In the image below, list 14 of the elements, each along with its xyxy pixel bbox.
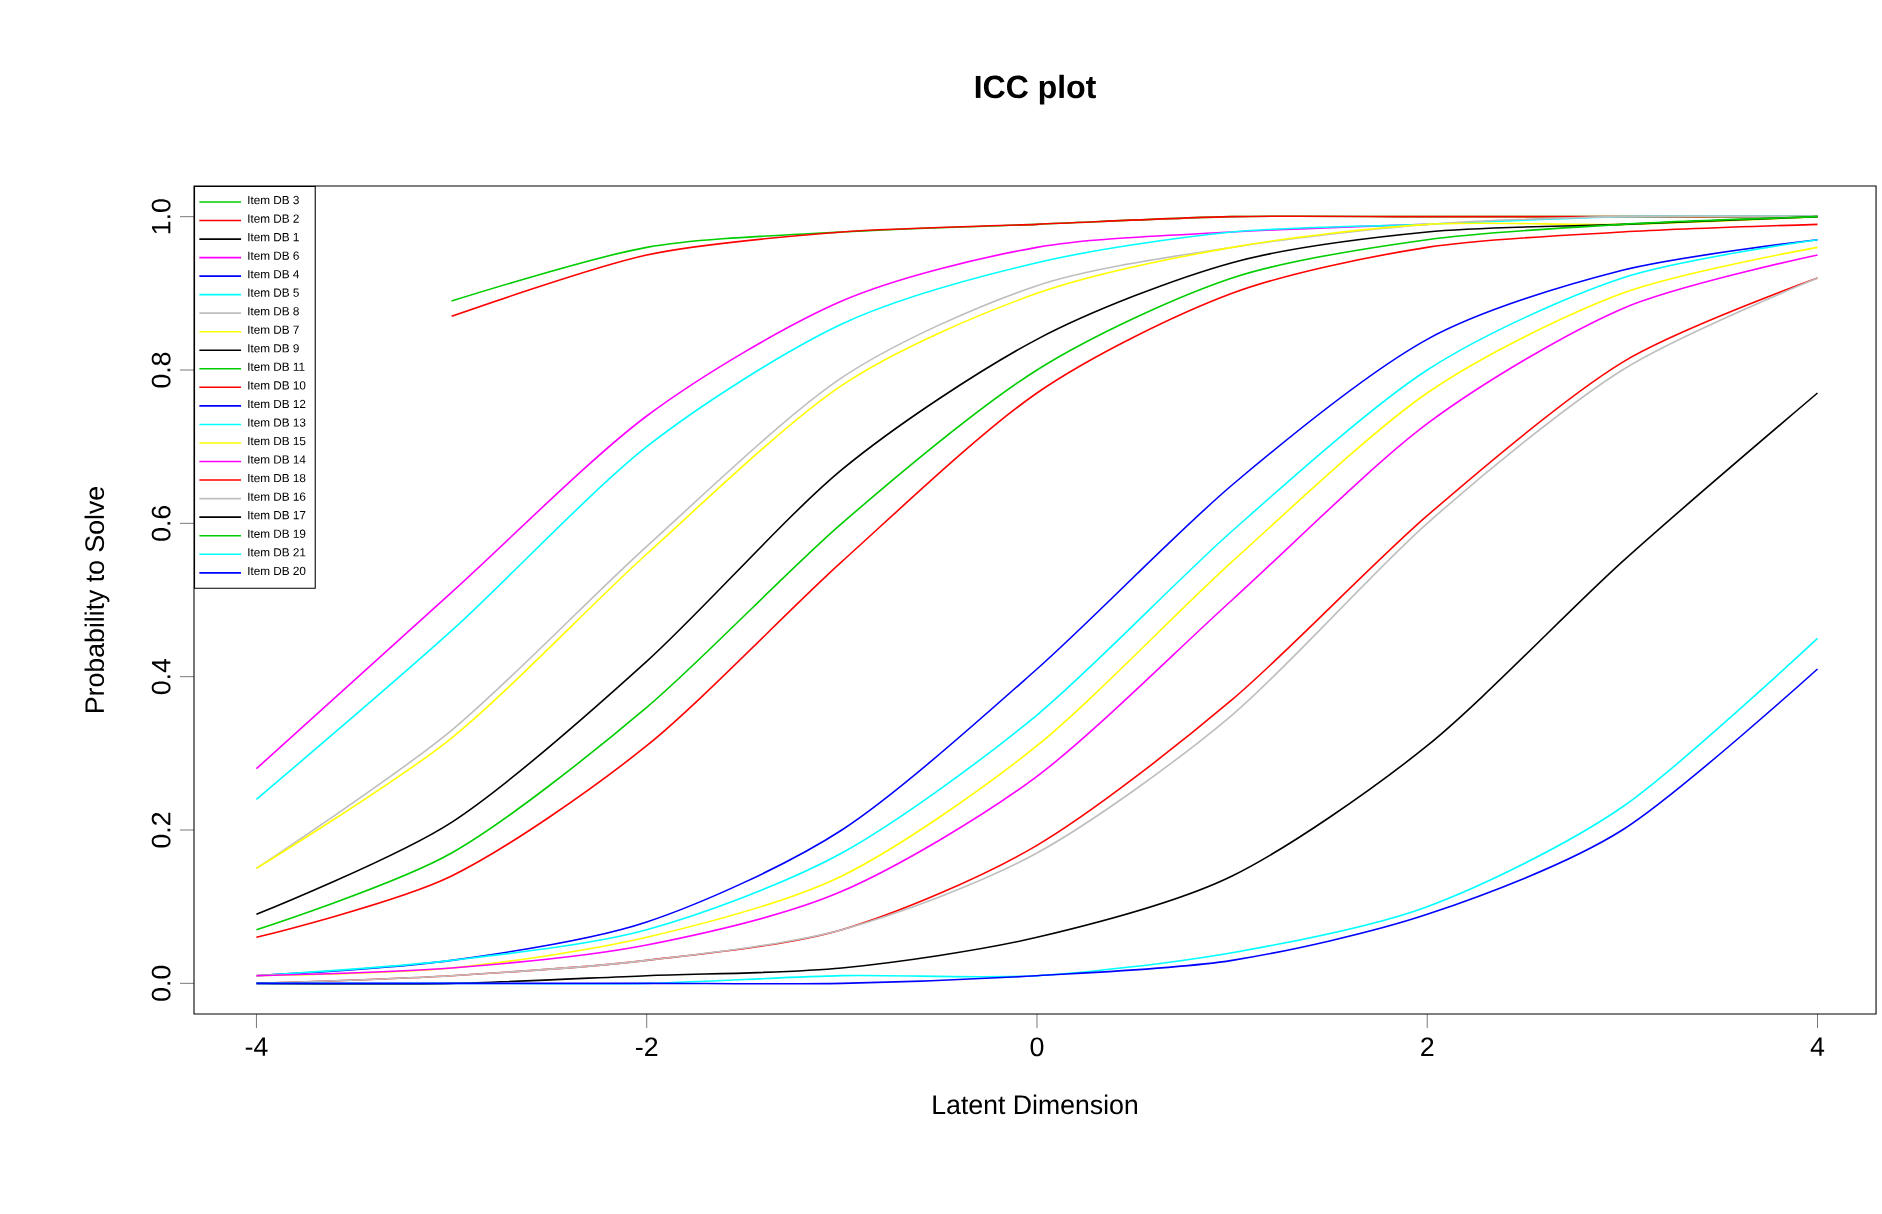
y-tick-label: 0.0 bbox=[151, 965, 171, 1001]
x-tick-label: 0 bbox=[1030, 1037, 1044, 1057]
y-tick-label: 1.0 bbox=[151, 199, 171, 234]
x-axis-title: Latent Dimension bbox=[933, 1094, 1137, 1115]
x-tick-label: 4 bbox=[1810, 1037, 1825, 1056]
y-axis-title: Probability to Solve bbox=[84, 487, 110, 712]
x-tick-label: 2 bbox=[1421, 1037, 1434, 1057]
x-tick-label: -2 bbox=[636, 1037, 658, 1057]
chart-title: ICC plot bbox=[975, 74, 1096, 105]
y-tick-label: 0.4 bbox=[151, 658, 171, 695]
y-tick-label: 0.2 bbox=[151, 812, 171, 848]
x-tick-label: -4 bbox=[245, 1037, 268, 1056]
y-tick-label: 0.6 bbox=[151, 505, 171, 541]
y-tick-label: 0.8 bbox=[151, 352, 171, 388]
